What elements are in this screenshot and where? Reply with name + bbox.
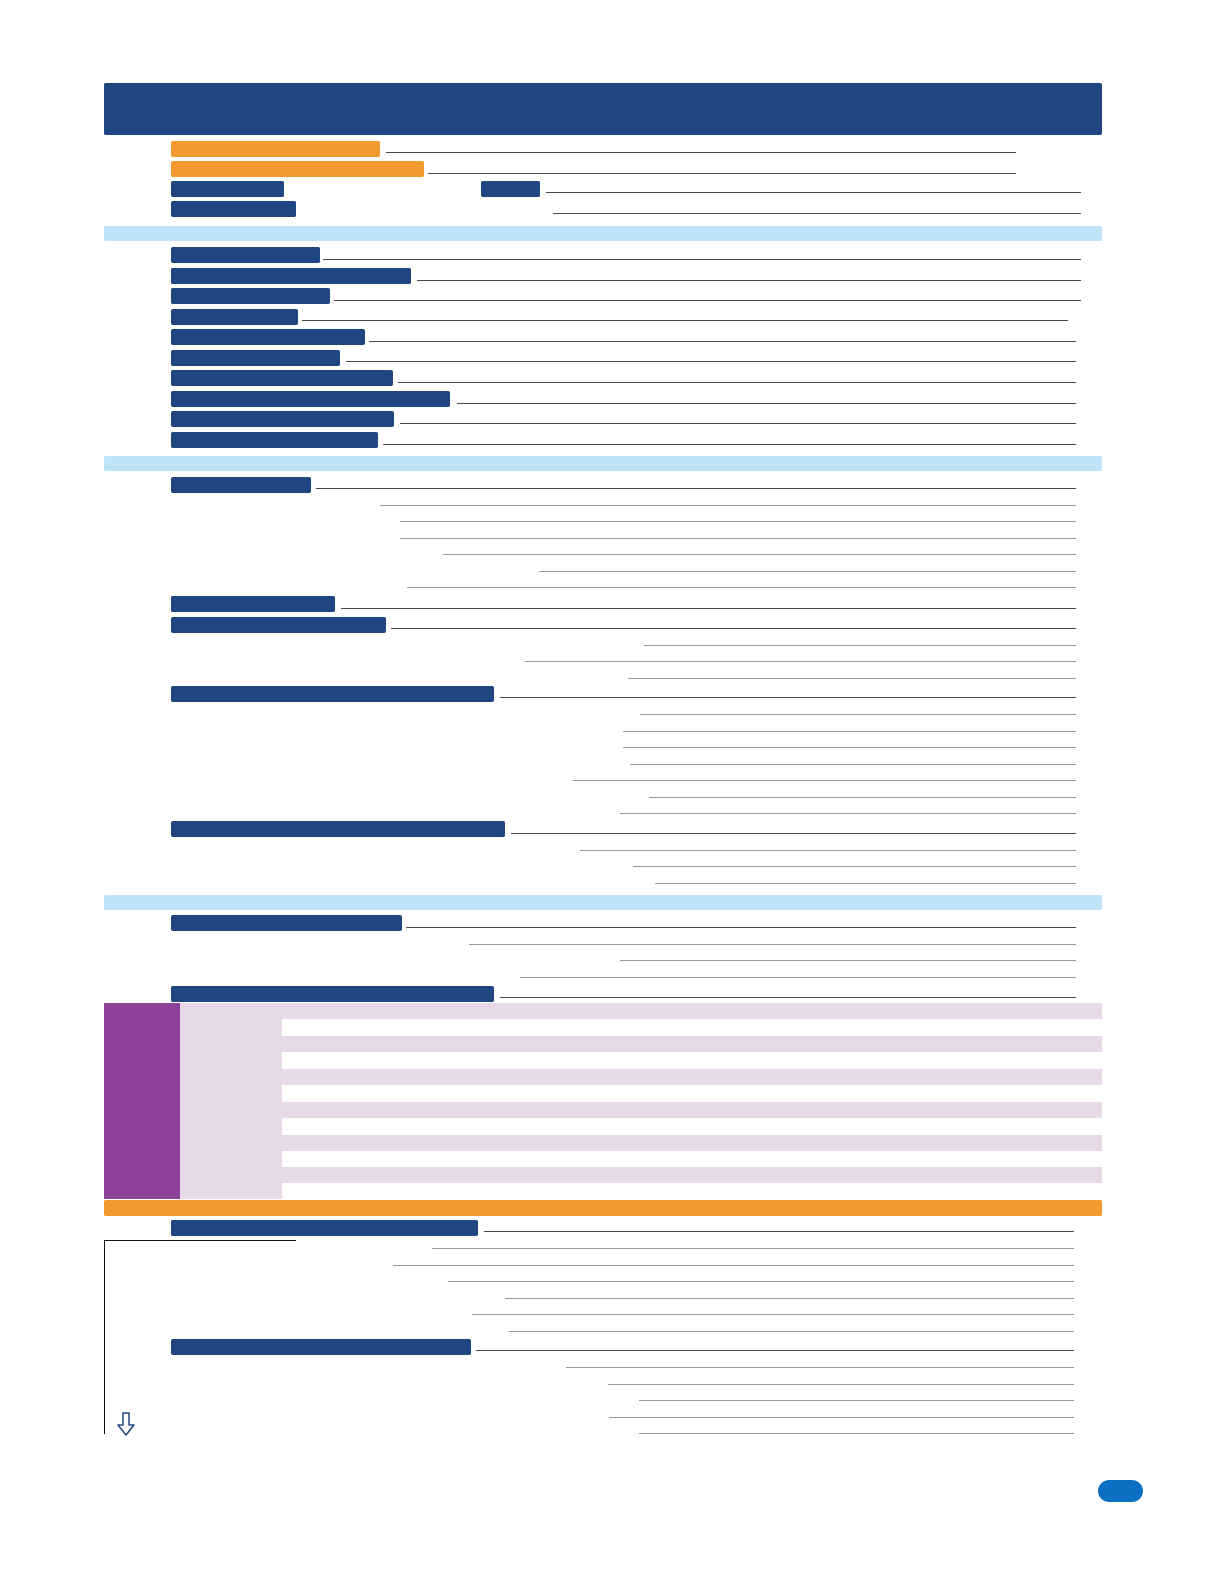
fill-line [398, 382, 1076, 383]
section-band-3 [104, 895, 1102, 910]
fill-line [369, 341, 1076, 342]
fill-line [500, 697, 1076, 698]
fill-line [341, 608, 1076, 609]
fill-line [509, 1331, 1074, 1332]
fill-line [633, 866, 1076, 867]
fill-line [406, 927, 1076, 928]
down-arrow-icon[interactable] [117, 1412, 135, 1436]
bracket-line [104, 1240, 296, 1241]
bracket-line [104, 1240, 105, 1434]
fill-line [432, 1248, 1074, 1249]
fill-line [505, 1298, 1074, 1299]
fill-line [323, 259, 1081, 260]
table-label-column [180, 1003, 282, 1199]
document-header-bar [104, 83, 1102, 135]
fill-line [655, 883, 1076, 884]
fill-line [539, 571, 1076, 572]
navy-label [171, 391, 450, 407]
navy-label [171, 350, 340, 366]
fill-line [644, 645, 1076, 646]
page-number-badge [1098, 1480, 1143, 1502]
fill-line [639, 1400, 1074, 1401]
fill-line [484, 1231, 1074, 1232]
fill-line [386, 152, 1016, 153]
fill-line [400, 423, 1076, 424]
fill-line [476, 1350, 1074, 1351]
table-row [282, 1036, 1102, 1052]
table-row [282, 1167, 1102, 1183]
fill-line [316, 488, 1076, 489]
fill-line [443, 554, 1076, 555]
navy-label [171, 411, 394, 427]
fill-line [469, 944, 1076, 945]
navy-label [171, 309, 298, 325]
table-row [282, 1069, 1102, 1085]
fill-line [525, 661, 1076, 662]
navy-label [171, 821, 505, 837]
fill-line [573, 780, 1076, 781]
fill-line [520, 977, 1076, 978]
fill-line [566, 1367, 1074, 1368]
section-band-2 [104, 456, 1102, 471]
fill-line [553, 213, 1081, 214]
fill-line [511, 833, 1076, 834]
fill-line [457, 403, 1076, 404]
navy-label [171, 370, 393, 386]
fill-line [649, 797, 1076, 798]
navy-label [171, 477, 311, 493]
fill-line [391, 628, 1076, 629]
navy-label [171, 596, 335, 612]
fill-line [623, 747, 1076, 748]
fill-line [628, 678, 1076, 679]
fill-line [428, 173, 1016, 174]
fill-line [608, 1384, 1074, 1385]
navy-label [171, 181, 284, 197]
navy-label [171, 1220, 478, 1236]
fill-line [640, 714, 1076, 715]
navy-label [171, 329, 365, 345]
table-row [282, 1102, 1102, 1118]
navy-label [171, 247, 320, 263]
fill-line [623, 731, 1076, 732]
fill-line [383, 444, 1076, 445]
navy-label [171, 617, 386, 633]
fill-line [472, 1314, 1074, 1315]
fill-line [407, 587, 1076, 588]
navy-label [171, 288, 330, 304]
fill-line [380, 505, 1076, 506]
fill-line [400, 538, 1076, 539]
fill-line [639, 1433, 1074, 1434]
fill-line [448, 1281, 1074, 1282]
fill-line [580, 850, 1076, 851]
fill-line [609, 1417, 1074, 1418]
navy-label [171, 201, 296, 217]
table-row [282, 1003, 1102, 1019]
fill-line [417, 280, 1081, 281]
fill-line [500, 997, 1076, 998]
navy-label [171, 268, 411, 284]
fill-line [302, 320, 1068, 321]
navy-label [171, 915, 402, 931]
navy-label [171, 986, 494, 1002]
section-band-orange [104, 1200, 1102, 1216]
navy-label [171, 686, 494, 702]
fill-line [546, 192, 1081, 193]
fill-line [620, 813, 1076, 814]
fill-line [630, 764, 1076, 765]
table-row [282, 1135, 1102, 1151]
table-side-header [104, 1003, 180, 1199]
orange-label-1 [171, 141, 380, 157]
navy-label-short [481, 181, 540, 197]
navy-label [171, 432, 378, 448]
fill-line [346, 361, 1076, 362]
section-band-1 [104, 226, 1102, 241]
fill-line [620, 960, 1076, 961]
fill-line [334, 300, 1081, 301]
fill-line [393, 1265, 1074, 1266]
fill-line [400, 521, 1076, 522]
orange-label-2 [171, 161, 424, 177]
navy-label [171, 1339, 471, 1355]
